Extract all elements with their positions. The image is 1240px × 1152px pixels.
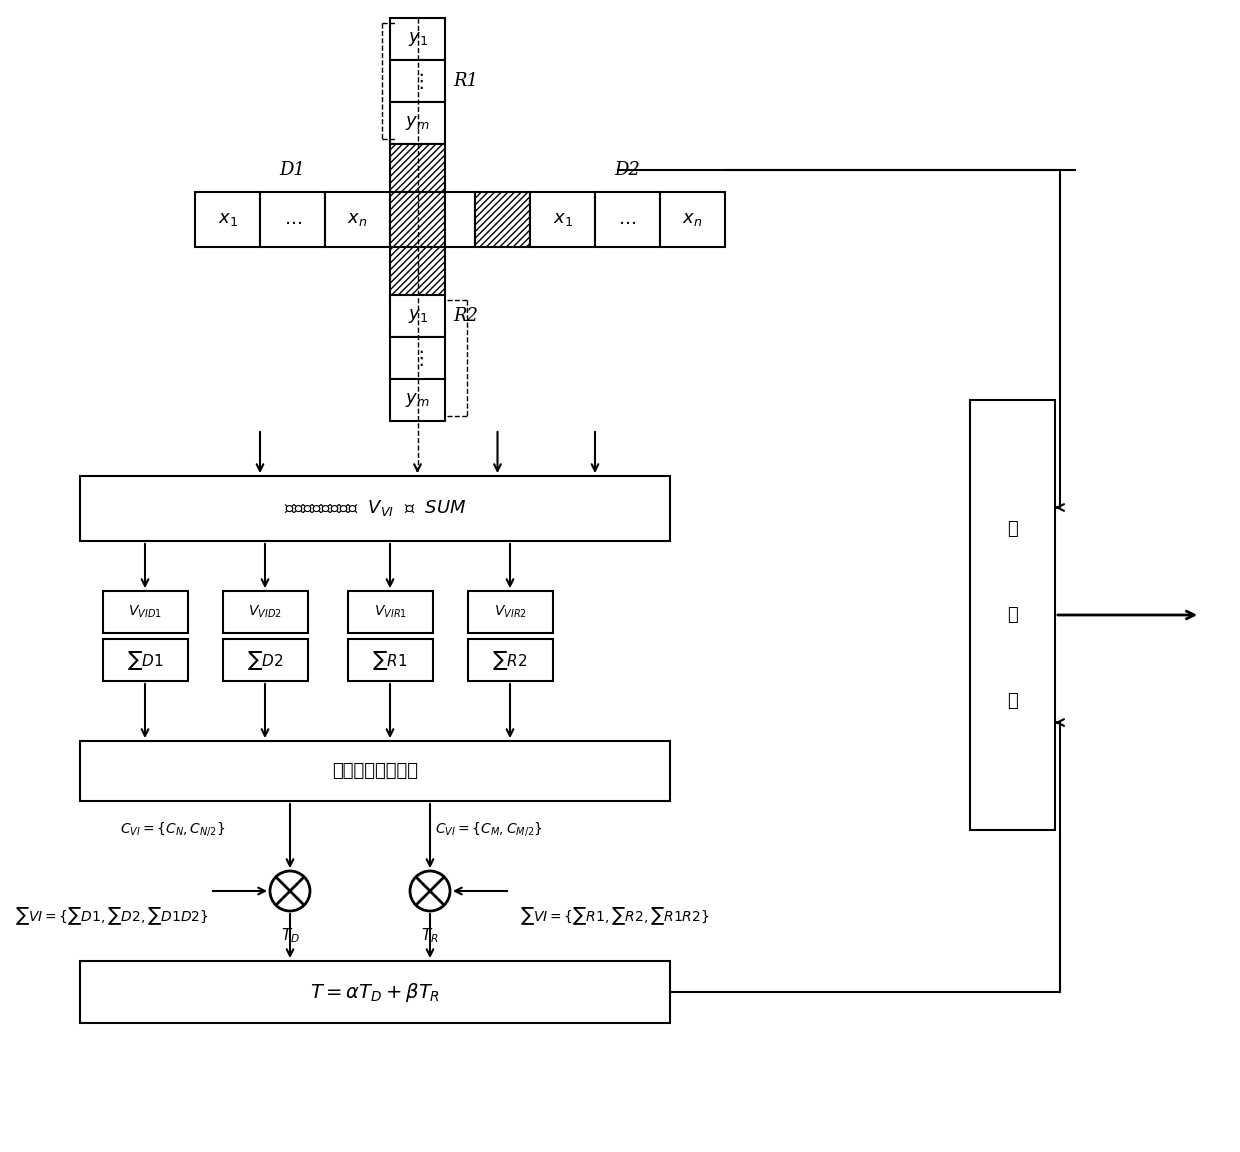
- Text: $x_n$: $x_n$: [682, 211, 703, 228]
- Bar: [391, 103, 445, 144]
- Bar: [391, 247, 445, 295]
- Text: 较: 较: [1007, 606, 1018, 624]
- Bar: [195, 192, 260, 247]
- Text: $\sum R2$: $\sum R2$: [492, 649, 528, 672]
- Text: R1: R1: [453, 71, 477, 90]
- Text: $\sum VI=\{\sum R1,\sum R2,\sum R1R2\}$: $\sum VI=\{\sum R1,\sum R2,\sum R1R2\}$: [520, 905, 709, 927]
- Text: $V_{VIR1}$: $V_{VIR1}$: [373, 604, 407, 620]
- Text: $x_1$: $x_1$: [217, 211, 238, 228]
- Text: $C_{VI}=\{C_M,C_{M/2}\}$: $C_{VI}=\{C_M,C_{M/2}\}$: [435, 820, 543, 838]
- Bar: [81, 476, 670, 541]
- Bar: [660, 192, 725, 247]
- Text: $\sum D2$: $\sum D2$: [247, 649, 283, 672]
- Bar: [445, 192, 475, 247]
- Bar: [467, 591, 553, 632]
- Bar: [391, 295, 445, 338]
- Text: $\vdots$: $\vdots$: [412, 71, 424, 91]
- Bar: [391, 18, 445, 60]
- Text: $\vdots$: $\vdots$: [412, 348, 424, 367]
- Text: $C_{VI}=\{C_N,C_{N/2}\}$: $C_{VI}=\{C_N,C_{N/2}\}$: [120, 820, 226, 838]
- Bar: [467, 639, 553, 681]
- Text: $y_m$: $y_m$: [405, 391, 430, 409]
- Text: $\sum VI=\{\sum D1,\sum D2,\sum D1D2\}$: $\sum VI=\{\sum D1,\sum D2,\sum D1D2\}$: [15, 905, 208, 927]
- Text: 比: 比: [1007, 520, 1018, 538]
- Text: $T=\alpha T_D+\beta T_R$: $T=\alpha T_D+\beta T_R$: [310, 980, 440, 1003]
- Text: $x_1$: $x_1$: [553, 211, 573, 228]
- Text: $\ldots$: $\ldots$: [284, 211, 301, 228]
- Bar: [348, 639, 433, 681]
- Bar: [391, 144, 445, 192]
- Bar: [103, 591, 188, 632]
- Text: $y_1$: $y_1$: [408, 306, 428, 325]
- Text: $\sum R1$: $\sum R1$: [372, 649, 408, 672]
- Bar: [81, 741, 670, 801]
- Bar: [391, 192, 445, 247]
- Bar: [529, 192, 595, 247]
- Bar: [223, 591, 308, 632]
- Text: 背景估计选择逻辑: 背景估计选择逻辑: [332, 761, 418, 780]
- Text: $x_n$: $x_n$: [347, 211, 367, 228]
- Text: D1: D1: [279, 161, 305, 179]
- Bar: [391, 60, 445, 103]
- Bar: [391, 338, 445, 379]
- Bar: [970, 400, 1055, 829]
- Bar: [391, 379, 445, 420]
- Bar: [223, 639, 308, 681]
- Text: $\ldots$: $\ldots$: [619, 211, 636, 228]
- Text: $V_{VID2}$: $V_{VID2}$: [248, 604, 281, 620]
- Text: $y_m$: $y_m$: [405, 114, 430, 132]
- Bar: [260, 192, 325, 247]
- Text: $V_{VIR2}$: $V_{VIR2}$: [494, 604, 527, 620]
- Text: 器: 器: [1007, 692, 1018, 710]
- Text: $T_R$: $T_R$: [422, 926, 439, 946]
- Text: $\sum D1$: $\sum D1$: [126, 649, 164, 672]
- Bar: [475, 192, 529, 247]
- Text: 计算各自参考窗内  $V_{VI}$  和  $SUM$: 计算各自参考窗内 $V_{VI}$ 和 $SUM$: [284, 499, 466, 518]
- Text: $y_1$: $y_1$: [408, 30, 428, 48]
- Bar: [325, 192, 391, 247]
- Bar: [595, 192, 660, 247]
- Bar: [103, 639, 188, 681]
- Text: D2: D2: [615, 161, 640, 179]
- Text: $V_{VID1}$: $V_{VID1}$: [128, 604, 162, 620]
- Bar: [81, 961, 670, 1023]
- Text: $T_D$: $T_D$: [280, 926, 300, 946]
- Bar: [348, 591, 433, 632]
- Text: R2: R2: [453, 306, 477, 325]
